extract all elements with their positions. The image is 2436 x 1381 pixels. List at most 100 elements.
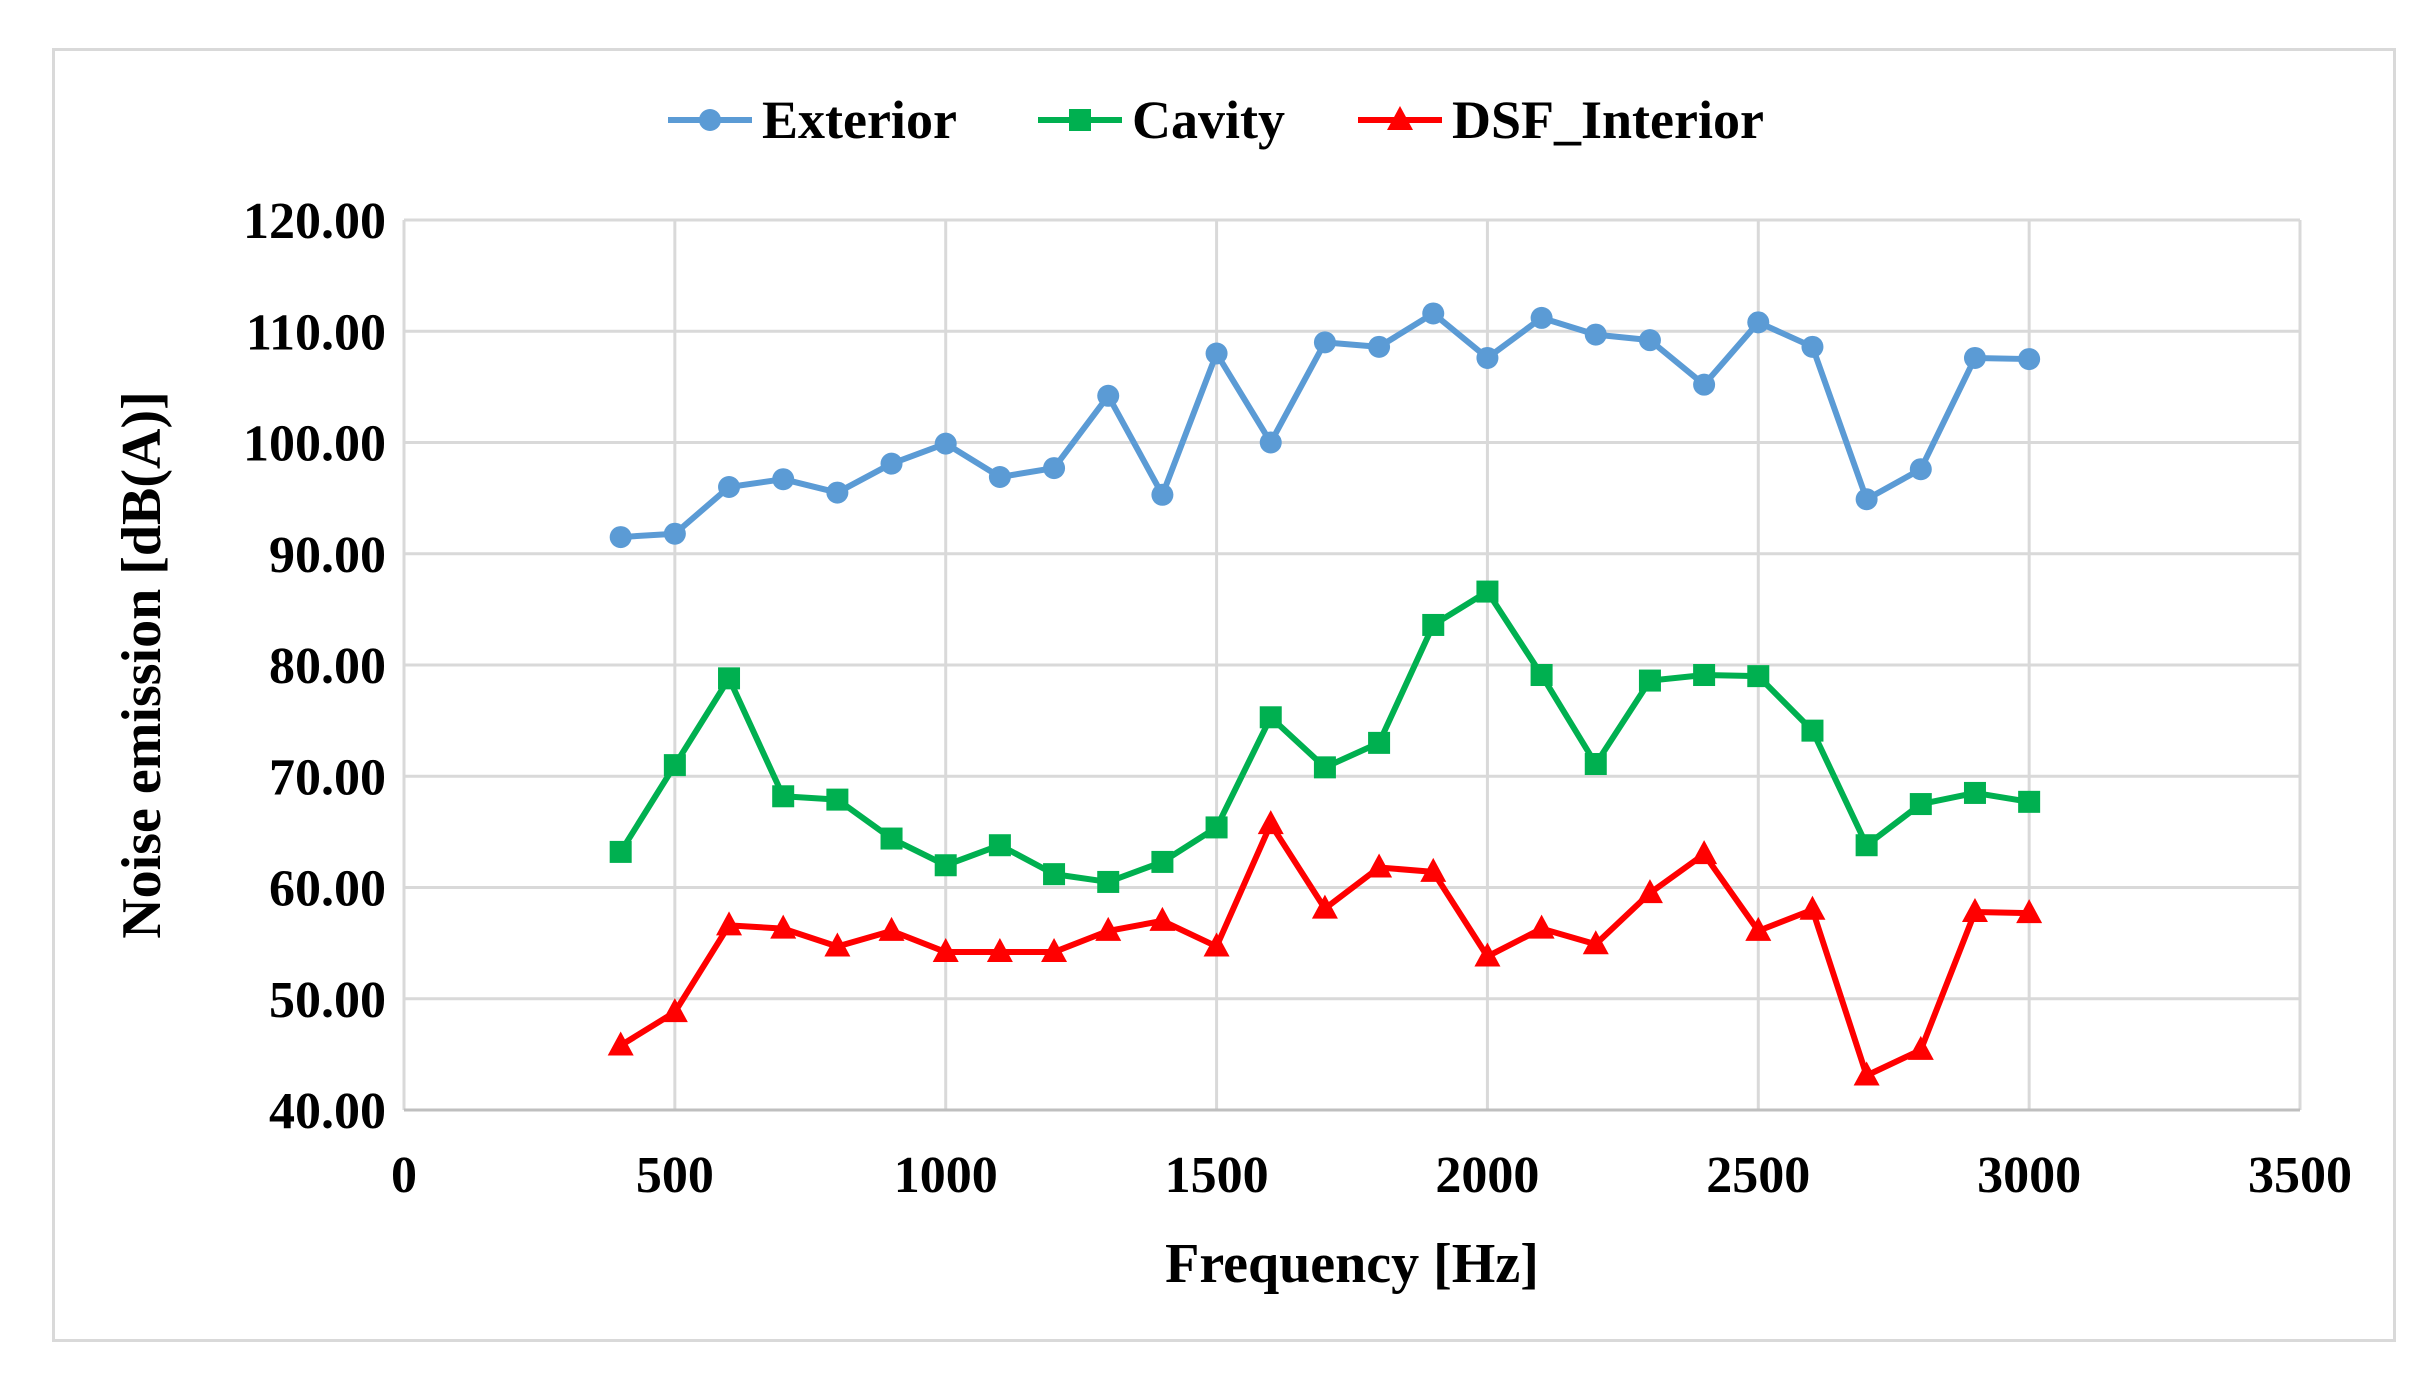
x-tick-label: 2500 <box>1706 1147 1810 1204</box>
data-point-exterior <box>1259 431 1282 454</box>
data-point-exterior <box>772 468 795 491</box>
x-tick-label: 3500 <box>2248 1147 2352 1204</box>
data-point-cavity <box>1638 669 1661 692</box>
data-point-dsf-interior <box>1311 894 1338 919</box>
data-point-cavity <box>1043 863 1066 886</box>
data-point-cavity <box>1801 719 1824 742</box>
data-point-dsf-interior <box>1853 1061 1880 1086</box>
data-point-dsf-interior <box>1691 840 1718 865</box>
data-point-cavity <box>2018 790 2041 813</box>
x-tick-label: 500 <box>636 1147 714 1204</box>
data-point-cavity <box>1313 756 1336 779</box>
legend-item-exterior: Exterior <box>668 90 957 150</box>
legend-label-dsf-interior: DSF_Interior <box>1452 90 1764 150</box>
data-point-dsf-interior <box>1582 930 1609 955</box>
data-point-cavity <box>1693 664 1716 687</box>
legend-marker-exterior <box>699 109 721 131</box>
data-point-exterior <box>1043 457 1066 480</box>
data-point-dsf-interior <box>932 938 959 963</box>
data-point-exterior <box>2018 348 2041 371</box>
data-point-cavity <box>1259 706 1282 729</box>
data-point-dsf-interior <box>1149 906 1176 931</box>
data-point-cavity <box>934 854 957 877</box>
data-point-dsf-interior <box>1203 932 1230 957</box>
data-point-dsf-interior <box>661 998 688 1023</box>
data-series <box>607 302 2043 1086</box>
y-tick-label: 70.00 <box>269 749 386 806</box>
data-point-exterior <box>1476 346 1499 369</box>
chart-area <box>52 48 2396 1342</box>
y-tick-label: 120.00 <box>243 193 386 250</box>
data-point-cavity <box>1530 664 1553 687</box>
data-point-dsf-interior <box>607 1031 634 1056</box>
series-exterior <box>609 302 2041 549</box>
y-tick-label: 60.00 <box>269 861 386 918</box>
y-tick-label: 50.00 <box>269 972 386 1029</box>
data-point-exterior <box>1313 331 1336 354</box>
data-point-exterior <box>718 476 741 498</box>
data-point-exterior <box>934 432 957 455</box>
data-point-dsf-interior <box>1636 879 1663 904</box>
data-point-exterior <box>1151 483 1174 506</box>
data-point-cavity <box>1747 665 1770 688</box>
data-point-exterior <box>826 481 849 504</box>
x-tick-label: 3000 <box>1977 1147 2081 1204</box>
y-tick-label: 90.00 <box>269 527 386 584</box>
data-point-dsf-interior <box>878 916 905 941</box>
axes: 40.00 50.00 60.00 70.00 80.00 90.00 100.00 110.… <box>243 193 2352 1204</box>
data-point-dsf-interior <box>1907 1035 1934 1060</box>
data-point-cavity <box>1422 613 1445 636</box>
y-tick-label: 100.00 <box>243 416 386 473</box>
data-point-cavity <box>1368 731 1391 754</box>
data-point-cavity <box>1963 781 1986 804</box>
data-point-exterior <box>1963 346 1986 369</box>
data-point-exterior <box>1801 335 1824 358</box>
data-point-cavity <box>880 827 903 850</box>
legend-label-cavity: Cavity <box>1132 90 1285 150</box>
data-point-cavity <box>1584 753 1607 776</box>
data-point-cavity <box>663 754 686 777</box>
data-point-exterior <box>1530 306 1553 329</box>
data-point-dsf-interior <box>1528 914 1555 939</box>
data-point-exterior <box>880 452 903 475</box>
data-point-exterior <box>1693 373 1716 396</box>
data-point-cavity <box>1151 850 1174 873</box>
gridlines <box>404 218 2302 1110</box>
x-axis-title: Frequency [Hz] <box>1165 1233 1539 1295</box>
data-point-dsf-interior <box>1257 810 1284 835</box>
x-tick-label: 1500 <box>1165 1147 1269 1204</box>
data-point-dsf-interior <box>1745 916 1772 941</box>
data-point-cavity <box>1205 816 1228 839</box>
data-point-dsf-interior <box>716 911 743 936</box>
data-point-exterior <box>1368 335 1391 358</box>
data-point-exterior <box>1422 302 1445 325</box>
x-tick-label: 2000 <box>1435 1147 1539 1204</box>
data-point-dsf-interior <box>1420 857 1447 882</box>
x-tick-label: 0 <box>391 1147 417 1204</box>
legend-label-exterior: Exterior <box>762 90 957 150</box>
data-point-dsf-interior <box>1799 895 1826 920</box>
data-point-cavity <box>988 834 1011 857</box>
data-point-cavity <box>718 667 741 690</box>
legend-marker-dsf-interior <box>1387 106 1413 130</box>
data-point-dsf-interior <box>1474 942 1501 967</box>
data-point-cavity <box>772 785 795 808</box>
data-point-exterior <box>1855 488 1878 511</box>
series-cavity <box>609 580 2041 893</box>
data-point-exterior <box>1205 342 1228 365</box>
y-tick-label: 80.00 <box>269 638 386 695</box>
data-point-dsf-interior <box>986 938 1013 963</box>
data-point-cavity <box>1097 870 1120 893</box>
legend-item-cavity: Cavity <box>1038 90 1285 150</box>
data-point-exterior <box>1097 384 1120 407</box>
data-point-dsf-interior <box>2016 899 2043 924</box>
data-point-dsf-interior <box>770 914 797 939</box>
data-point-exterior <box>988 465 1011 488</box>
y-axis-title: Noise emission [dB(A)] <box>111 391 173 939</box>
data-point-cavity <box>1909 793 1932 816</box>
data-point-exterior <box>1909 458 1932 481</box>
data-point-dsf-interior <box>1961 897 1988 922</box>
data-point-exterior <box>609 526 632 549</box>
legend-item-dsf-interior: DSF_Interior <box>1358 90 1764 150</box>
data-point-cavity <box>1476 580 1499 603</box>
